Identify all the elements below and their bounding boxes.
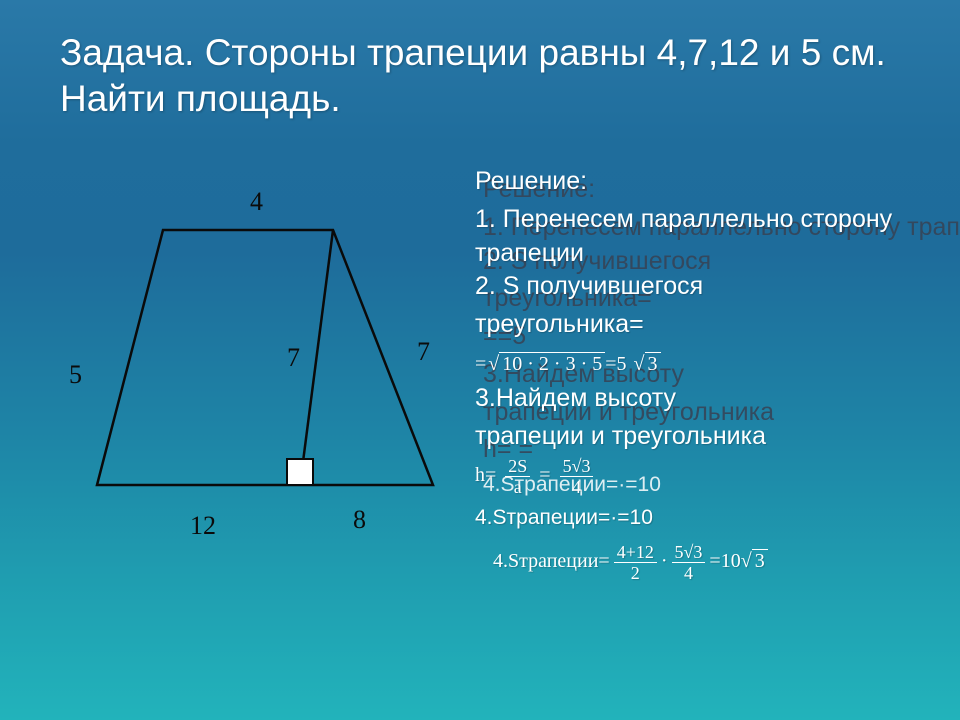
step3-frac1: 2S a bbox=[505, 457, 530, 496]
step2-formula: = 10 · 2 · 3 · 5=5 3 bbox=[475, 351, 661, 378]
step4-formula: 4.Sтрапеции= 4+12 2 · 5√3 4 =10√3 bbox=[493, 543, 935, 582]
label-bottom: 12 bbox=[190, 511, 216, 541]
step2-eq-pre: = bbox=[475, 353, 486, 375]
step2-sqrt3-val: 3 bbox=[645, 352, 661, 375]
step3-h-pre: h= bbox=[475, 464, 501, 486]
step3-formula: h= 2S a = 5√3 4 bbox=[475, 457, 597, 496]
step3a: 3.Найдем высоту bbox=[475, 382, 935, 416]
step2a: 2. S получившегося bbox=[475, 270, 935, 304]
slide-title: Задача. Стороны трапеции равны 4,7,12 и … bbox=[60, 30, 900, 123]
solution-block: Решение: 1. Перенесем параллельно сторон… bbox=[475, 165, 935, 582]
step3b: трапеции и треугольника bbox=[475, 420, 935, 454]
label-inner: 7 bbox=[287, 343, 300, 373]
label-right: 7 bbox=[417, 337, 430, 367]
step3-mid: = bbox=[539, 464, 550, 486]
trapezoid-outline bbox=[97, 230, 433, 485]
inner-line bbox=[300, 230, 333, 485]
step4-ghost-inline: 4.Sтрапеции=·=10 bbox=[475, 504, 935, 532]
step2-radicand: 10 · 2 · 3 · 5 bbox=[499, 352, 605, 375]
step4-frac1-den: 2 bbox=[614, 563, 657, 582]
step4-post: =10√ bbox=[709, 550, 751, 572]
step2-sqrt: 10 · 2 · 3 · 5 bbox=[486, 353, 605, 375]
label-left: 5 bbox=[69, 360, 82, 390]
step3-frac2: 5√3 4 bbox=[560, 457, 594, 496]
step2-sqrt3: 3 bbox=[632, 353, 661, 375]
trapezoid-svg bbox=[75, 195, 455, 520]
solution-heading: Решение: bbox=[475, 165, 935, 199]
label-seg: 8 bbox=[353, 505, 366, 535]
right-angle-square bbox=[287, 459, 313, 485]
step3-frac2-num: 5√3 bbox=[560, 457, 594, 477]
step3-frac1-den: a bbox=[505, 477, 530, 496]
step3-frac1-num: 2S bbox=[505, 457, 530, 477]
step4-frac2-den: 4 bbox=[672, 563, 706, 582]
step1: 1. Перенесем параллельно сторону трапеци… bbox=[475, 203, 935, 271]
step4-frac1-num: 4+12 bbox=[614, 543, 657, 563]
trapezoid-diagram: 4 5 7 12 7 8 bbox=[75, 195, 455, 520]
step2-eq-post: =5 bbox=[605, 353, 631, 375]
step3-frac2-den: 4 bbox=[560, 477, 594, 496]
step4-frac2-num: 5√3 bbox=[672, 543, 706, 563]
solution-front-layer: Решение: 1. Перенесем параллельно сторон… bbox=[475, 165, 935, 582]
step4-pre: 4.Sтрапеции= bbox=[493, 550, 610, 572]
step4-sqrt3: 3 bbox=[752, 549, 768, 572]
label-top: 4 bbox=[250, 187, 263, 217]
step2b: треугольника= bbox=[475, 308, 935, 342]
step4-frac1: 4+12 2 bbox=[614, 543, 657, 582]
step4-dot: · bbox=[661, 550, 668, 572]
step4-frac2: 5√3 4 bbox=[672, 543, 706, 582]
